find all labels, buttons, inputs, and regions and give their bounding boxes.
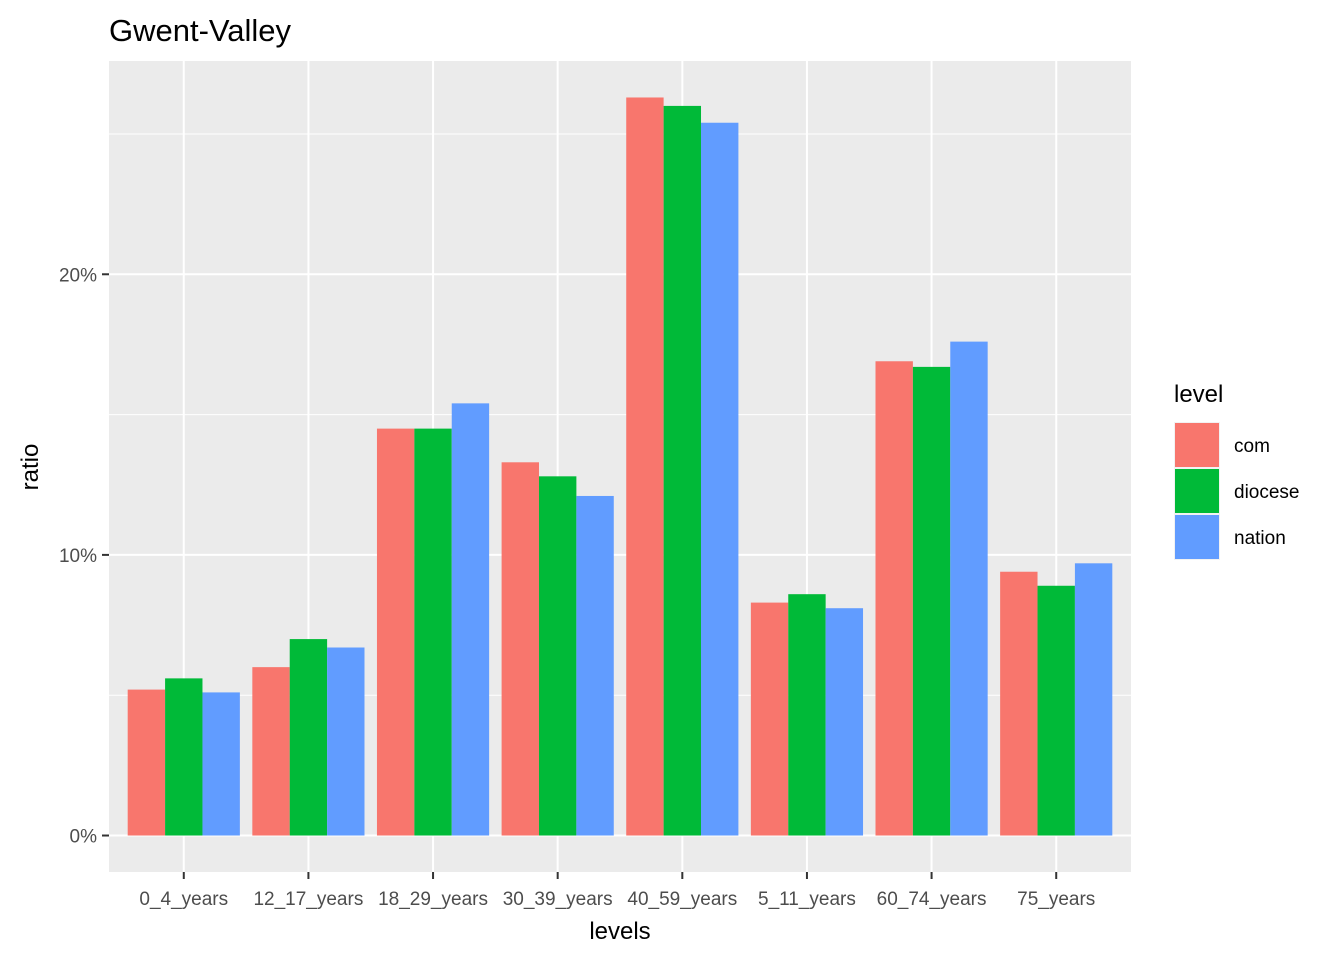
legend-swatch-nation — [1175, 515, 1219, 559]
bar-com-60_74_years — [875, 361, 913, 836]
bar-diocese-18_29_years — [414, 428, 452, 836]
bar-nation-60_74_years — [950, 341, 988, 836]
bars — [127, 97, 1113, 836]
y-axis-ticks: 0% 10% 20% — [59, 265, 109, 848]
x-tick-label: 0_4_years — [139, 889, 228, 910]
bar-com-18_29_years — [376, 428, 415, 836]
x-tick-label: 75_years — [1017, 889, 1095, 910]
legend: level com diocese nation — [1174, 381, 1300, 560]
bar-nation-75_years — [1074, 563, 1113, 836]
bar-diocese-0_4_years — [165, 678, 203, 836]
x-tick-label: 30_39_years — [503, 889, 613, 910]
bar-com-5_11_years — [750, 602, 789, 836]
legend-label-nation: nation — [1234, 528, 1286, 549]
bar-com-0_4_years — [127, 689, 166, 836]
legend-label-diocese: diocese — [1234, 482, 1300, 503]
y-tick-label: 0% — [70, 827, 98, 848]
legend-swatch-diocese — [1175, 469, 1219, 513]
bar-nation-12_17_years — [327, 647, 365, 836]
x-tick-label: 60_74_years — [877, 889, 987, 910]
bar-com-12_17_years — [252, 667, 290, 836]
bar-nation-5_11_years — [825, 608, 864, 836]
bar-nation-40_59_years — [701, 122, 739, 836]
bar-com-40_59_years — [626, 97, 664, 836]
bar-nation-18_29_years — [451, 403, 490, 836]
y-tick-label: 20% — [59, 265, 97, 286]
x-tick-label: 5_11_years — [758, 889, 856, 910]
y-axis-title: ratio — [17, 444, 44, 491]
legend-title: level — [1174, 381, 1223, 408]
bar-diocese-30_39_years — [538, 476, 577, 836]
bar-diocese-5_11_years — [788, 594, 826, 836]
legend-swatch-com — [1175, 423, 1219, 467]
x-tick-label: 12_17_years — [253, 889, 363, 910]
bar-nation-30_39_years — [576, 495, 614, 836]
x-axis-title: levels — [589, 918, 650, 945]
bar-diocese-75_years — [1037, 585, 1075, 836]
chart-title: Gwent-Valley — [109, 13, 292, 48]
bar-com-75_years — [1000, 571, 1038, 836]
x-tick-label: 40_59_years — [627, 889, 737, 910]
bar-diocese-40_59_years — [663, 105, 702, 836]
legend-label-com: com — [1234, 436, 1270, 457]
y-tick-label: 10% — [59, 546, 97, 567]
x-tick-label: 18_29_years — [378, 889, 488, 910]
bar-diocese-12_17_years — [289, 639, 328, 836]
x-axis-ticks: 0_4_years 12_17_years 18_29_years 30_39_yea… — [139, 872, 1095, 910]
bar-nation-0_4_years — [202, 692, 240, 836]
bar-diocese-60_74_years — [912, 366, 951, 836]
bar-com-30_39_years — [501, 462, 539, 836]
